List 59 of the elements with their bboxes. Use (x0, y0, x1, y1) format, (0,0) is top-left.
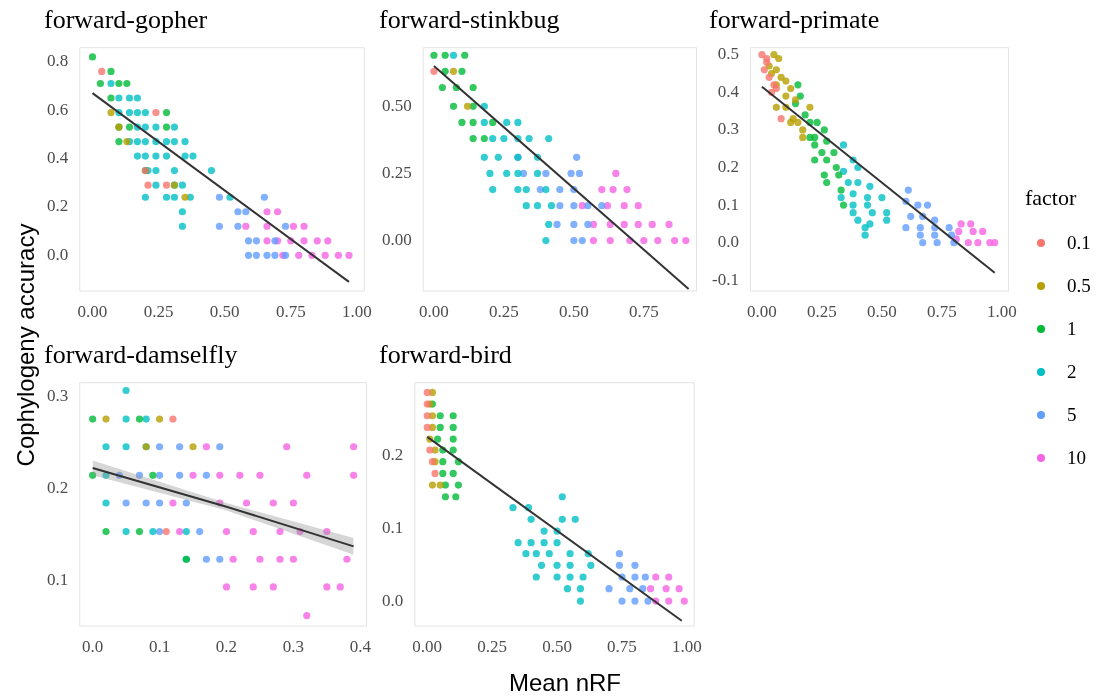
x-tick-label: 1.00 (342, 302, 372, 322)
y-tick-label: 0.25 (382, 162, 412, 182)
x-tick-label: 0.75 (628, 302, 659, 322)
y-tick-label: 0.4 (47, 147, 69, 167)
x-tick-label: 0.00 (412, 637, 443, 657)
x-tick-label: 1.00 (987, 302, 1017, 322)
legend-label: 10 (1067, 446, 1086, 469)
x-tick-label: 0.1 (148, 637, 171, 657)
chart-title: forward-gopher (44, 5, 208, 35)
chart-title: forward-primate (709, 5, 880, 35)
legend-label: 0.1 (1067, 231, 1091, 254)
y-tick-label: 0.3 (47, 385, 69, 405)
y-tick-label: 0.1 (382, 517, 404, 537)
legend-title: factor (1025, 185, 1078, 211)
x-tick-label: 0.50 (542, 637, 572, 657)
x-tick-label: 0.75 (275, 302, 306, 322)
y-tick-label: 0.5 (717, 44, 739, 64)
x-tick-label: 0.25 (143, 302, 174, 322)
y-tick-label: 0.2 (47, 477, 69, 497)
x-tick-label: 0.75 (607, 637, 637, 657)
y-tick-label: 0.2 (382, 444, 404, 464)
x-tick-label: 0.00 (419, 302, 449, 322)
y-tick-label: 0.1 (47, 569, 69, 589)
y-axis-title: Cophylogeny accuracy (12, 223, 40, 467)
y-tick-label: 0.0 (717, 232, 739, 252)
y-tick-label: 0.00 (382, 230, 412, 250)
y-tick-label: 0.6 (47, 99, 69, 119)
x-tick-label: 0.25 (477, 637, 508, 657)
y-tick-label: 0.4 (717, 81, 740, 101)
x-tick-label: 0.00 (747, 302, 777, 322)
y-tick-label: 0.0 (382, 590, 404, 610)
y-tick-label: 0.1 (717, 194, 739, 214)
x-tick-label: 0.0 (82, 637, 104, 657)
legend-label: 1 (1067, 317, 1077, 340)
y-tick-label: 0.0 (47, 244, 69, 264)
x-axis-title: Mean nRF (508, 669, 622, 696)
legend-label: 5 (1067, 403, 1077, 426)
chart-title: forward-damselfly (44, 340, 238, 370)
x-tick-label: 0.50 (558, 302, 589, 322)
y-tick-label: 0.50 (382, 95, 412, 115)
y-tick-label: 0.2 (717, 156, 739, 176)
legend-label: 0.5 (1067, 274, 1091, 297)
x-tick-label: 0.2 (215, 637, 238, 657)
x-tick-label: 0.00 (77, 302, 108, 322)
legend-label: 2 (1067, 360, 1077, 383)
chart-title: forward-stinkbug (379, 5, 560, 35)
x-tick-label: 0.4 (349, 637, 372, 657)
x-tick-label: 0.3 (282, 637, 305, 657)
x-tick-label: 0.75 (927, 302, 957, 322)
y-tick-label: 0.8 (47, 51, 69, 71)
y-tick-label: 0.2 (47, 196, 69, 216)
chart-title: forward-bird (379, 340, 512, 370)
y-tick-label: 0.3 (717, 119, 739, 139)
x-tick-label: 0.50 (867, 302, 897, 322)
x-tick-label: 0.25 (489, 302, 519, 322)
x-tick-label: 1.00 (672, 637, 702, 657)
x-tick-label: 0.25 (807, 302, 837, 322)
y-tick-label: -0.1 (711, 269, 739, 289)
x-tick-label: 0.50 (209, 302, 240, 322)
